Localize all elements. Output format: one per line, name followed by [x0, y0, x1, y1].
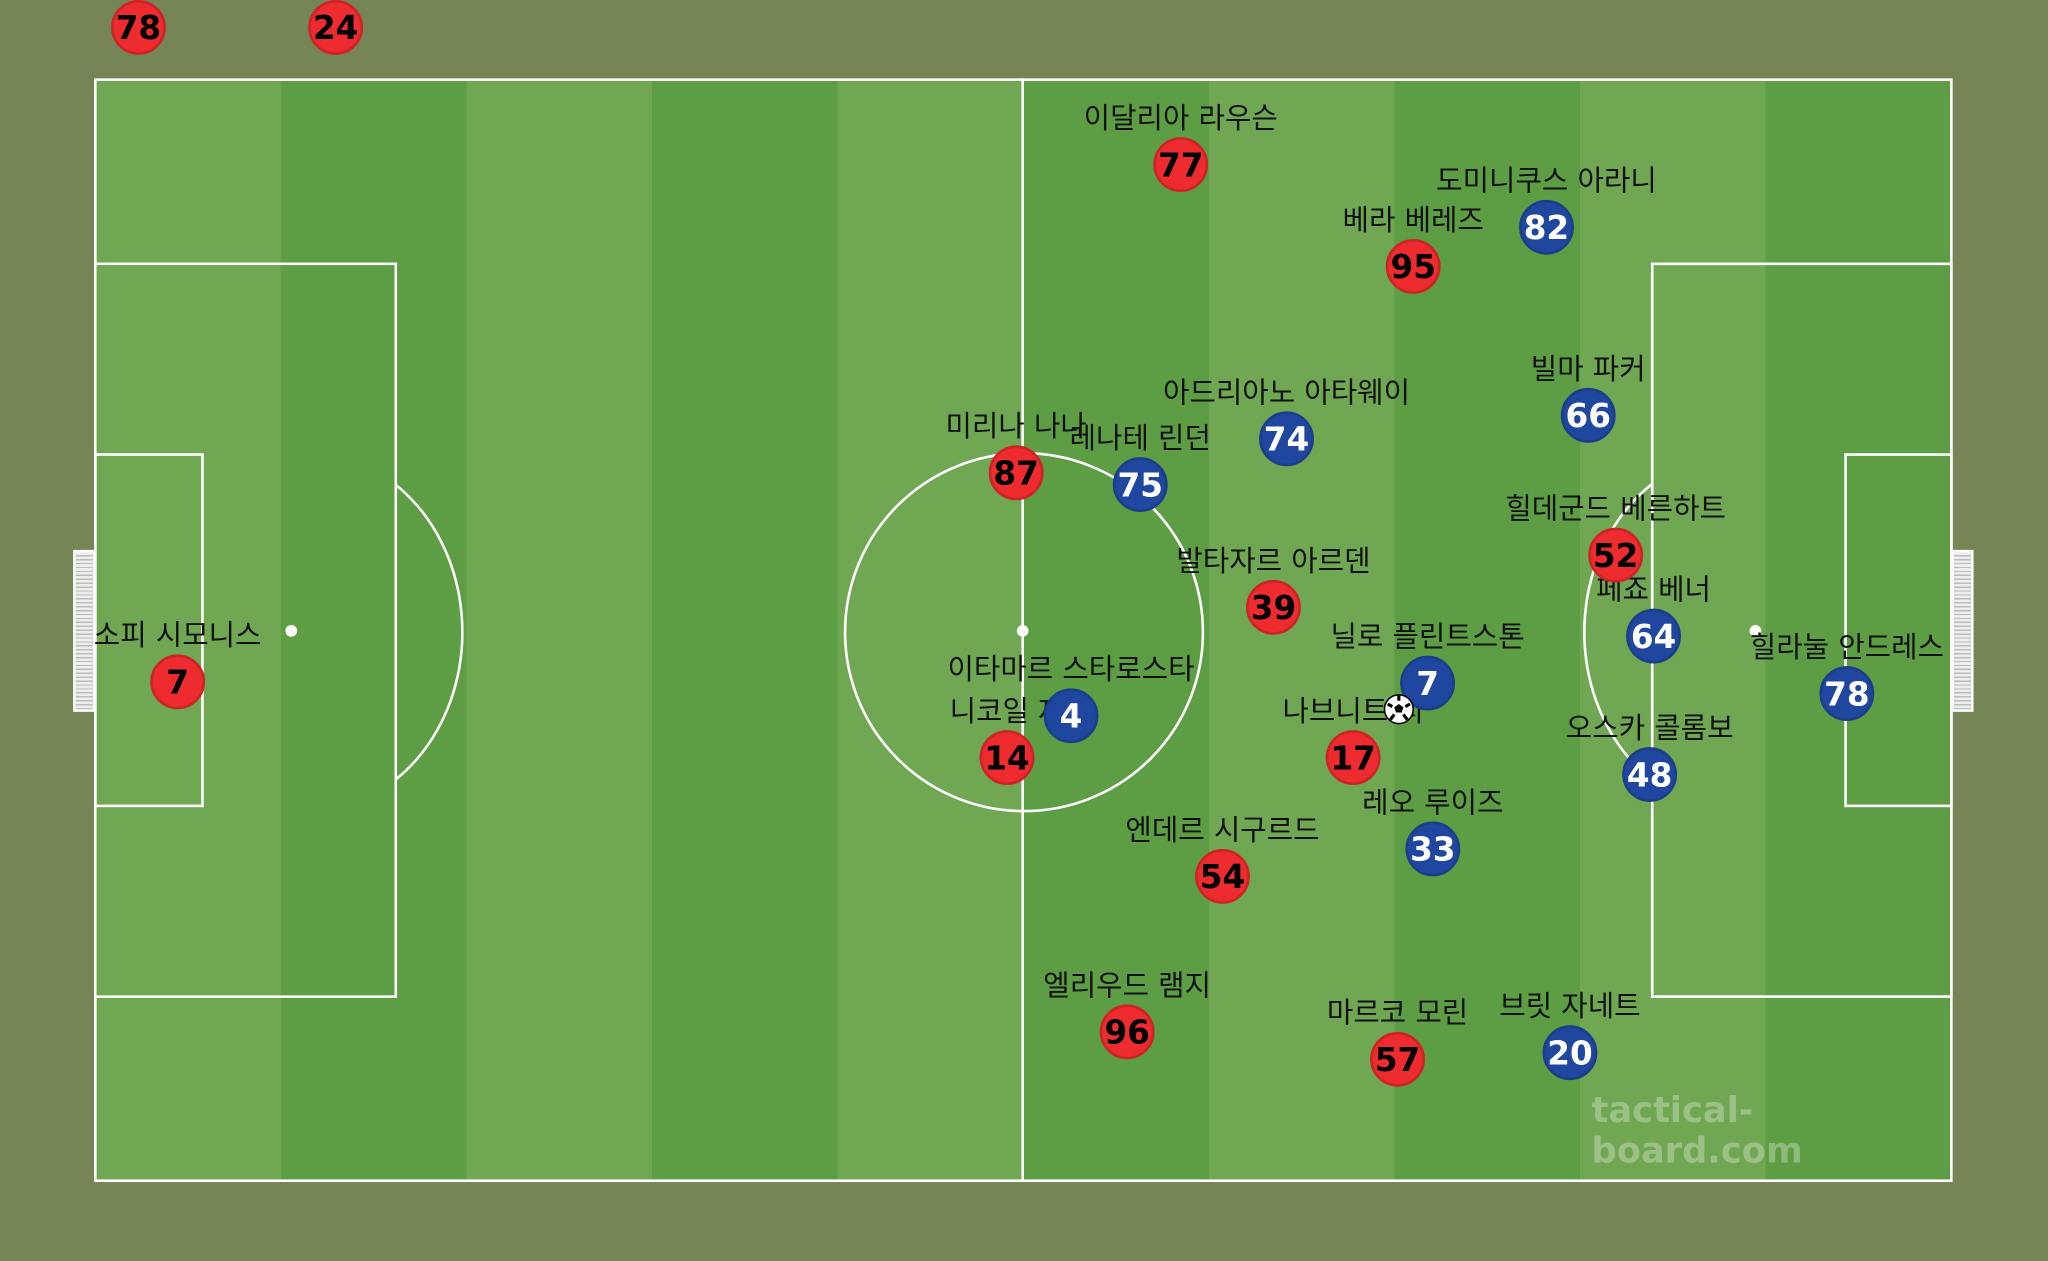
left-box-stripe: [280, 265, 395, 996]
player-name-label: 소피 시모니스: [93, 620, 262, 654]
left-box-stripe: [96, 265, 281, 996]
player-token[interactable]: 82: [1519, 199, 1574, 255]
player-name-label: 레오 루이즈: [1362, 787, 1504, 821]
player-token[interactable]: 64: [1626, 608, 1681, 664]
player-name-label: 닐로 플린트스톤: [1330, 621, 1525, 655]
player-token[interactable]: 4: [1043, 688, 1099, 744]
player-name-label: 엔데르 시구르드: [1125, 815, 1320, 848]
bench-player-token[interactable]: 24: [308, 0, 364, 55]
player-name-label: 힐라눌 안드레스: [1749, 632, 1944, 665]
right-goal: [1951, 549, 1974, 712]
player-name-label: 엘리우드 램지: [1043, 970, 1212, 1004]
player-token[interactable]: 7: [1400, 655, 1456, 711]
watermark: tactical-board.com: [1591, 1090, 1803, 1172]
player-name-label: 빌마 파커: [1530, 353, 1646, 387]
player-name-label: 아드리아노 아타웨이: [1162, 377, 1411, 411]
soccer-ball-icon[interactable]: [1383, 694, 1415, 725]
player-token[interactable]: 57: [1370, 1031, 1425, 1087]
player-token[interactable]: 78: [1819, 666, 1875, 721]
player-name-label: 미리나 나나: [945, 411, 1087, 445]
player-token[interactable]: 75: [1112, 457, 1168, 512]
player-token[interactable]: 14: [979, 730, 1035, 785]
player-name-label: 도미니쿠스 아라니: [1436, 165, 1657, 199]
player-token[interactable]: 7: [150, 654, 206, 710]
player-token[interactable]: 33: [1405, 821, 1461, 877]
player-token[interactable]: 77: [1153, 137, 1209, 192]
player-name-label: 발타자르 아르덴: [1176, 545, 1371, 579]
right-penalty-spot: [1749, 624, 1762, 637]
left-goal: [73, 549, 96, 712]
player-name-label: 이달리아 라우슨: [1083, 103, 1278, 136]
player-token[interactable]: 20: [1542, 1025, 1598, 1081]
bench-player-token[interactable]: 78: [111, 0, 166, 55]
player-token[interactable]: 54: [1195, 848, 1250, 904]
left-penalty-spot: [285, 624, 298, 637]
player-token[interactable]: 74: [1259, 411, 1314, 467]
player-token[interactable]: 96: [1099, 1004, 1155, 1060]
player-token[interactable]: 17: [1325, 730, 1381, 785]
player-name-label: 레나테 린던: [1069, 423, 1211, 456]
player-token[interactable]: 39: [1246, 579, 1301, 635]
right-goal-area: [1844, 453, 1953, 808]
player-name-label: 이타마르 스타로스타: [947, 654, 1195, 688]
center-spot: [1016, 624, 1029, 637]
player-name-label: 힐데군드 베른하트: [1505, 493, 1726, 527]
player-token[interactable]: 48: [1622, 747, 1678, 802]
player-token[interactable]: 52: [1588, 527, 1644, 583]
player-token[interactable]: 66: [1560, 387, 1616, 443]
player-token[interactable]: 87: [988, 445, 1044, 501]
player-name-label: 마르코 모린: [1326, 997, 1469, 1031]
player-name-label: 브릿 자네트: [1499, 991, 1641, 1024]
player-name-label: 베라 베레즈: [1342, 205, 1484, 238]
player-name-label: 오스카 콜롬보: [1565, 713, 1734, 746]
player-token[interactable]: 95: [1385, 239, 1441, 294]
